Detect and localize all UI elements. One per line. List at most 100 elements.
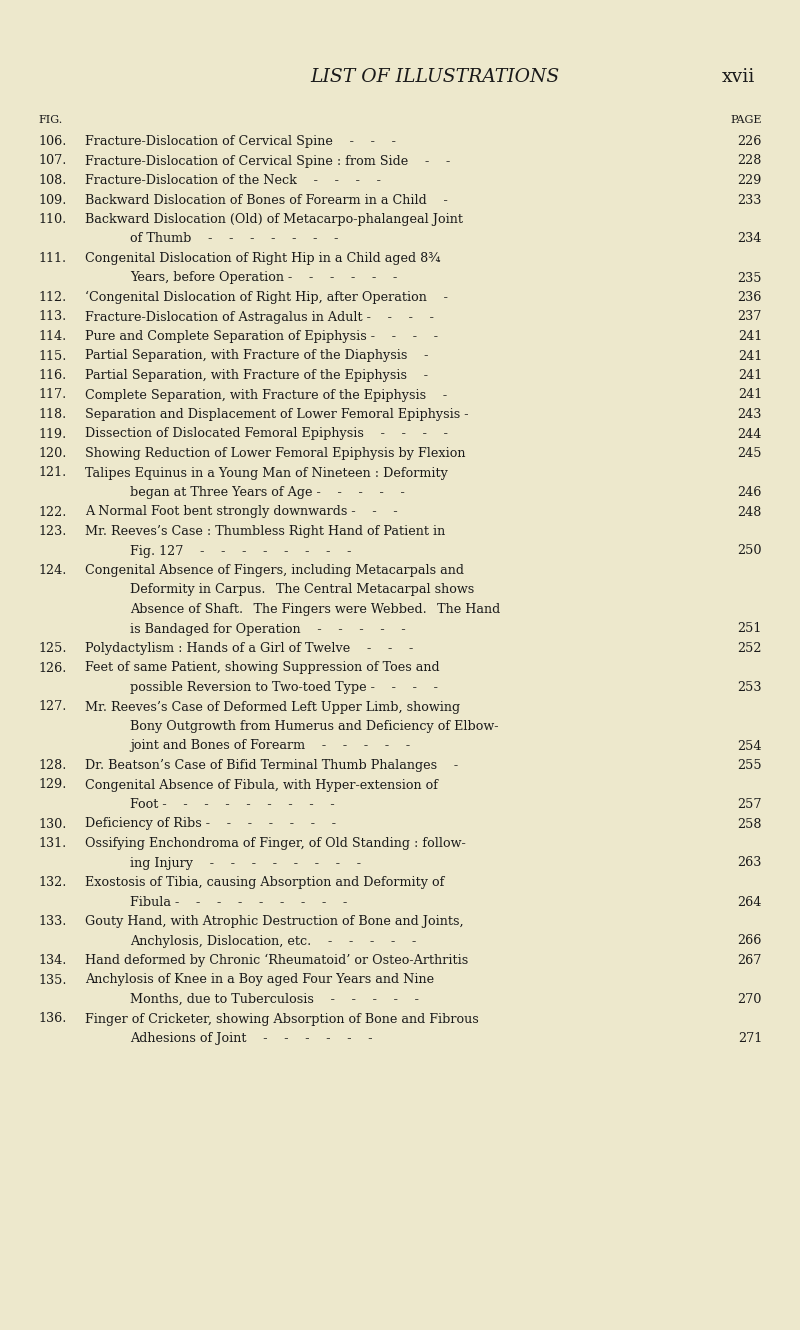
Text: Partial Separation, with Fracture of the Diaphysis  -: Partial Separation, with Fracture of the… [85,350,428,363]
Text: Backward Dislocation of Bones of Forearm in a Child  -: Backward Dislocation of Bones of Forearm… [85,193,448,206]
Text: Mr. Reeves’s Case of Deformed Left Upper Limb, showing: Mr. Reeves’s Case of Deformed Left Upper… [85,701,460,713]
Text: 246: 246 [738,485,762,499]
Text: 234: 234 [738,233,762,246]
Text: possible Reversion to Two-toed Type -  -  -  -: possible Reversion to Two-toed Type - - … [130,681,438,694]
Text: Adhesions of Joint  -  -  -  -  -  -: Adhesions of Joint - - - - - - [130,1032,373,1045]
Text: Fig. 127  -  -  -  -  -  -  -  -: Fig. 127 - - - - - - - - [130,544,351,557]
Text: 125.: 125. [38,642,66,654]
Text: 135.: 135. [38,974,66,987]
Text: 121.: 121. [38,467,66,480]
Text: 266: 266 [738,935,762,947]
Text: 252: 252 [738,642,762,654]
Text: 228: 228 [738,154,762,168]
Text: Talipes Equinus in a Young Man of Nineteen : Deformity: Talipes Equinus in a Young Man of Ninete… [85,467,448,480]
Text: Absence of Shaft.  The Fingers were Webbed.  The Hand: Absence of Shaft. The Fingers were Webbe… [130,602,500,616]
Text: Backward Dislocation (Old) of Metacarpo-phalangeal Joint: Backward Dislocation (Old) of Metacarpo-… [85,213,463,226]
Text: Years, before Operation -  -  -  -  -  -: Years, before Operation - - - - - - [130,271,398,285]
Text: 250: 250 [738,544,762,557]
Text: Congenital Absence of Fibula, with Hyper-extension of: Congenital Absence of Fibula, with Hyper… [85,778,438,791]
Text: Fracture-Dislocation of the Neck  -  -  -  -: Fracture-Dislocation of the Neck - - - - [85,174,381,188]
Text: Dr. Beatson’s Case of Bifid Terminal Thumb Phalanges  -: Dr. Beatson’s Case of Bifid Terminal Thu… [85,759,458,771]
Text: 132.: 132. [38,876,66,888]
Text: 109.: 109. [38,193,66,206]
Text: 258: 258 [738,818,762,830]
Text: 117.: 117. [38,388,66,402]
Text: Anchylosis of Knee in a Boy aged Four Years and Nine: Anchylosis of Knee in a Boy aged Four Ye… [85,974,434,987]
Text: Months, due to Tuberculosis  -  -  -  -  -: Months, due to Tuberculosis - - - - - [130,994,419,1005]
Text: 270: 270 [738,994,762,1005]
Text: 253: 253 [738,681,762,694]
Text: Hand deformed by Chronic ‘Rheumatoid’ or Osteo-Arthritis: Hand deformed by Chronic ‘Rheumatoid’ or… [85,954,468,967]
Text: Finger of Cricketer, showing Absorption of Bone and Fibrous: Finger of Cricketer, showing Absorption … [85,1012,478,1025]
Text: 126.: 126. [38,661,66,674]
Text: Separation and Displacement of Lower Femoral Epiphysis -: Separation and Displacement of Lower Fem… [85,408,469,422]
Text: 119.: 119. [38,427,66,440]
Text: 129.: 129. [38,778,66,791]
Text: ing Injury  -  -  -  -  -  -  -  -: ing Injury - - - - - - - - [130,857,361,870]
Text: Foot -  -  -  -  -  -  -  -  -: Foot - - - - - - - - - [130,798,334,811]
Text: LIST OF ILLUSTRATIONS: LIST OF ILLUSTRATIONS [310,68,559,86]
Text: joint and Bones of Forearm  -  -  -  -  -: joint and Bones of Forearm - - - - - [130,739,410,753]
Text: 136.: 136. [38,1012,66,1025]
Text: Bony Outgrowth from Humerus and Deficiency of Elbow-: Bony Outgrowth from Humerus and Deficien… [130,720,498,733]
Text: Showing Reduction of Lower Femoral Epiphysis by Flexion: Showing Reduction of Lower Femoral Epiph… [85,447,466,460]
Text: Exostosis of Tibia, causing Absorption and Deformity of: Exostosis of Tibia, causing Absorption a… [85,876,444,888]
Text: Dissection of Dislocated Femoral Epiphysis  -  -  -  -: Dissection of Dislocated Femoral Epiphys… [85,427,448,440]
Text: Congenital Absence of Fingers, including Metacarpals and: Congenital Absence of Fingers, including… [85,564,464,577]
Text: 264: 264 [738,895,762,908]
Text: Fracture-Dislocation of Cervical Spine  -  -  -: Fracture-Dislocation of Cervical Spine -… [85,136,396,148]
Text: 263: 263 [738,857,762,870]
Text: 120.: 120. [38,447,66,460]
Text: Fracture-Dislocation of Astragalus in Adult -  -  -  -: Fracture-Dislocation of Astragalus in Ad… [85,310,434,323]
Text: 251: 251 [738,622,762,636]
Text: xvii: xvii [722,68,755,86]
Text: 271: 271 [738,1032,762,1045]
Text: 111.: 111. [38,251,66,265]
Text: Fibula -  -  -  -  -  -  -  -  -: Fibula - - - - - - - - - [130,895,347,908]
Text: 236: 236 [738,291,762,305]
Text: 108.: 108. [38,174,66,188]
Text: ‘Congenital Dislocation of Right Hip, after Operation  -: ‘Congenital Dislocation of Right Hip, af… [85,291,448,305]
Text: Gouty Hand, with Atrophic Destruction of Bone and Joints,: Gouty Hand, with Atrophic Destruction of… [85,915,464,928]
Text: 118.: 118. [38,408,66,422]
Text: 241: 241 [738,388,762,402]
Text: Anchylosis, Dislocation, etc.  -  -  -  -  -: Anchylosis, Dislocation, etc. - - - - - [130,935,416,947]
Text: Deficiency of Ribs -  -  -  -  -  -  -: Deficiency of Ribs - - - - - - - [85,818,336,830]
Text: Partial Separation, with Fracture of the Epiphysis  -: Partial Separation, with Fracture of the… [85,368,428,382]
Text: Polydactylism : Hands of a Girl of Twelve  -  -  -: Polydactylism : Hands of a Girl of Twelv… [85,642,414,654]
Text: 255: 255 [738,759,762,771]
Text: 122.: 122. [38,505,66,519]
Text: Mr. Reeves’s Case : Thumbless Right Hand of Patient in: Mr. Reeves’s Case : Thumbless Right Hand… [85,525,446,539]
Text: Pure and Complete Separation of Epiphysis -  -  -  -: Pure and Complete Separation of Epiphysi… [85,330,438,343]
Text: 128.: 128. [38,759,66,771]
Text: 115.: 115. [38,350,66,363]
Text: 106.: 106. [38,136,66,148]
Text: 244: 244 [738,427,762,440]
Text: 241: 241 [738,368,762,382]
Text: 127.: 127. [38,701,66,713]
Text: 254: 254 [738,739,762,753]
Text: of Thumb  -  -  -  -  -  -  -: of Thumb - - - - - - - [130,233,338,246]
Text: 241: 241 [738,350,762,363]
Text: FIG.: FIG. [38,114,62,125]
Text: began at Three Years of Age -  -  -  -  -: began at Three Years of Age - - - - - [130,485,405,499]
Text: 116.: 116. [38,368,66,382]
Text: 229: 229 [738,174,762,188]
Text: is Bandaged for Operation  -  -  -  -  -: is Bandaged for Operation - - - - - [130,622,406,636]
Text: Ossifying Enchondroma of Finger, of Old Standing : follow-: Ossifying Enchondroma of Finger, of Old … [85,837,466,850]
Text: 267: 267 [738,954,762,967]
Text: 134.: 134. [38,954,66,967]
Text: 226: 226 [738,136,762,148]
Text: Congenital Dislocation of Right Hip in a Child aged 8¾: Congenital Dislocation of Right Hip in a… [85,251,441,265]
Text: 110.: 110. [38,213,66,226]
Text: 237: 237 [738,310,762,323]
Text: A Normal Foot bent strongly downwards -  -  -: A Normal Foot bent strongly downwards - … [85,505,398,519]
Text: PAGE: PAGE [730,114,762,125]
Text: 130.: 130. [38,818,66,830]
Text: 248: 248 [738,505,762,519]
Text: 245: 245 [738,447,762,460]
Text: 241: 241 [738,330,762,343]
Text: 113.: 113. [38,310,66,323]
Text: Feet of same Patient, showing Suppression of Toes and: Feet of same Patient, showing Suppressio… [85,661,440,674]
Text: 133.: 133. [38,915,66,928]
